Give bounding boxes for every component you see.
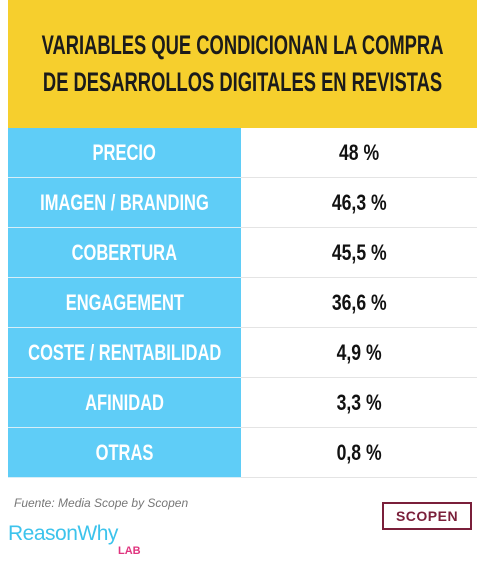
value-cell: 45,5 %: [241, 228, 477, 278]
label-cell: PRECIO: [8, 128, 241, 178]
table-row: OTRAS 0,8 %: [8, 428, 477, 478]
label-cell: COSTE / RENTABILIDAD: [8, 328, 241, 378]
value-cell: 4,9 %: [241, 328, 477, 378]
table-row: COBERTURA 45,5 %: [8, 228, 477, 278]
source-note: Fuente: Media Scope by Scopen: [14, 496, 189, 510]
row-label: PRECIO: [92, 139, 157, 165]
value-cell: 36,6 %: [241, 278, 477, 328]
logo-sub: LAB: [118, 545, 141, 557]
row-value: 48 %: [338, 139, 380, 165]
row-value: 3,3 %: [336, 389, 382, 415]
row-label: AFINIDAD: [85, 389, 164, 415]
value-cell: 0,8 %: [241, 428, 477, 478]
row-value: 36,6 %: [331, 289, 387, 315]
row-label: IMAGEN / BRANDING: [40, 189, 209, 215]
label-cell: OTRAS: [8, 428, 241, 478]
table-row: AFINIDAD 3,3 %: [8, 378, 477, 428]
table-row: COSTE / RENTABILIDAD 4,9 %: [8, 328, 477, 378]
table: PRECIO 48 % IMAGEN / BRANDING 46,3 % COBERTU…: [8, 128, 477, 478]
label-cell: IMAGEN / BRANDING: [8, 178, 241, 228]
row-label: ENGAGEMENT: [65, 289, 184, 315]
row-label: COBERTURA: [71, 239, 178, 265]
value-cell: 46,3 %: [241, 178, 477, 228]
label-cell: COBERTURA: [8, 228, 241, 278]
row-value: 45,5 %: [331, 239, 387, 265]
table-row: IMAGEN / BRANDING 46,3 %: [8, 178, 477, 228]
label-cell: ENGAGEMENT: [8, 278, 241, 328]
value-cell: 48 %: [241, 128, 477, 178]
table-row: PRECIO 48 %: [8, 128, 477, 178]
logo: ReasonWhy: [8, 522, 118, 545]
row-label: OTRAS: [95, 439, 154, 465]
label-cell: AFINIDAD: [8, 378, 241, 428]
value-cell: 3,3 %: [241, 378, 477, 428]
row-value: 46,3 %: [331, 189, 387, 215]
table-row: ENGAGEMENT 36,6 %: [8, 278, 477, 328]
row-value: 0,8 %: [336, 439, 382, 465]
row-label: COSTE / RENTABILIDAD: [27, 339, 222, 365]
title-banner: VARIABLES QUE CONDICIONAN LA COMPRA DE D…: [8, 0, 477, 128]
title-line: VARIABLES QUE CONDICIONAN LA COMPRA: [41, 30, 444, 60]
partner-logo: SCOPEN: [382, 502, 472, 530]
row-value: 4,9 %: [336, 339, 382, 365]
title-line: DE DESARROLLOS DIGITALES EN REVISTAS: [42, 67, 443, 97]
